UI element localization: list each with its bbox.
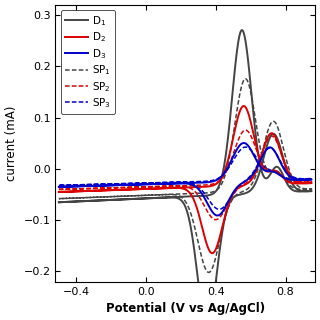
SP$_1$ — [244, 77, 247, 81]
Line: D$_1$: D$_1$ — [59, 30, 312, 320]
D$_2$ — [304, 181, 308, 185]
D$_2$ — [286, 180, 290, 183]
D$_3$ — [304, 178, 308, 181]
D$_2$ — [148, 187, 151, 191]
D$_3$ — [67, 185, 70, 188]
Line: D$_2$: D$_2$ — [59, 106, 312, 253]
D$_1$ — [148, 196, 151, 200]
D$_1$ — [214, 280, 218, 284]
D$_1$ — [67, 200, 70, 204]
SP$_1$ — [286, 181, 290, 185]
D$_2$ — [67, 190, 70, 194]
SP$_2$ — [57, 188, 61, 191]
SP$_3$ — [67, 183, 70, 187]
SP$_3$ — [57, 183, 61, 187]
SP$_2$ — [244, 128, 247, 132]
SP$_1$ — [207, 270, 211, 274]
SP$_2$ — [213, 218, 217, 222]
SP$_1$ — [57, 197, 61, 201]
D$_1$ — [240, 28, 244, 32]
D$_1$ — [286, 183, 290, 187]
X-axis label: Potential (V vs Ag/AgCl): Potential (V vs Ag/AgCl) — [106, 302, 265, 315]
Line: SP$_2$: SP$_2$ — [59, 130, 312, 220]
SP$_1$ — [214, 255, 218, 259]
D$_2$ — [57, 190, 61, 194]
D$_3$ — [148, 182, 151, 186]
D$_1$ — [304, 189, 308, 193]
SP$_3$ — [217, 207, 221, 211]
D$_3$ — [242, 141, 245, 145]
D$_2$ — [57, 190, 61, 194]
SP$_1$ — [304, 187, 308, 191]
SP$_3$ — [304, 177, 308, 181]
Y-axis label: current (mA): current (mA) — [5, 106, 18, 181]
D$_3$ — [57, 185, 61, 189]
D$_2$ — [242, 104, 245, 108]
SP$_2$ — [304, 180, 308, 184]
D$_2$ — [214, 247, 218, 251]
Line: SP$_3$: SP$_3$ — [59, 147, 312, 209]
D$_1$ — [89, 199, 93, 203]
Legend: D$_1$, D$_2$, D$_3$, SP$_1$, SP$_2$, SP$_3$: D$_1$, D$_2$, D$_3$, SP$_1$, SP$_2$, SP$… — [60, 10, 115, 114]
SP$_1$ — [67, 196, 70, 200]
SP$_2$ — [89, 187, 93, 190]
SP$_2$ — [67, 187, 70, 191]
SP$_1$ — [89, 196, 93, 199]
SP$_2$ — [148, 185, 151, 189]
SP$_3$ — [89, 183, 93, 187]
SP$_1$ — [148, 193, 151, 197]
SP$_2$ — [57, 188, 61, 191]
SP$_3$ — [148, 181, 151, 185]
SP$_3$ — [244, 145, 247, 149]
D$_3$ — [89, 184, 93, 188]
SP$_3$ — [57, 183, 61, 187]
SP$_3$ — [213, 206, 217, 210]
Line: D$_3$: D$_3$ — [59, 143, 312, 216]
SP$_1$ — [57, 197, 61, 201]
D$_3$ — [213, 213, 217, 217]
SP$_2$ — [286, 179, 290, 183]
D$_3$ — [286, 177, 290, 181]
D$_2$ — [89, 189, 93, 193]
D$_3$ — [215, 214, 219, 218]
D$_1$ — [57, 200, 61, 204]
Line: SP$_1$: SP$_1$ — [59, 79, 312, 272]
SP$_3$ — [286, 176, 290, 180]
SP$_2$ — [214, 218, 218, 222]
D$_2$ — [210, 251, 214, 255]
D$_3$ — [57, 185, 61, 189]
D$_1$ — [57, 200, 61, 204]
